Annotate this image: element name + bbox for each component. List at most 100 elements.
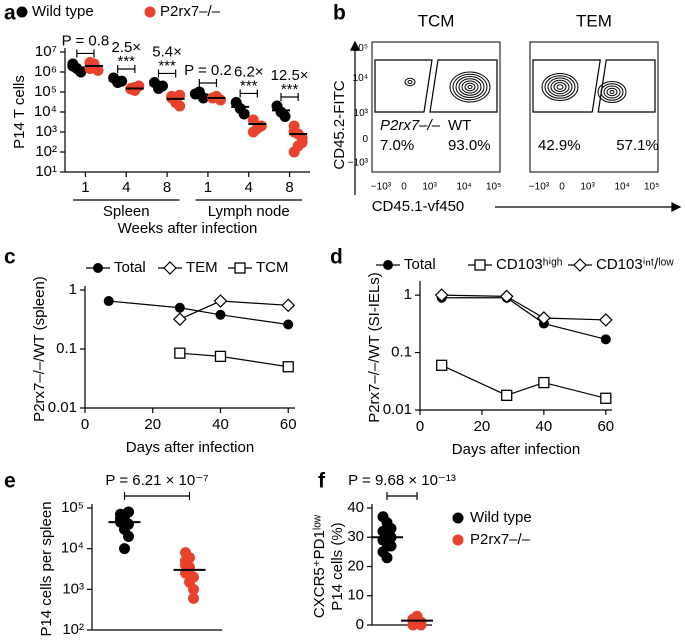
x-tick-label: −10³ (529, 182, 550, 193)
contour (449, 71, 491, 103)
legend-marker (474, 259, 486, 271)
gate-percent: 57.1% (616, 137, 659, 154)
significance: *** (240, 77, 258, 94)
point (281, 298, 296, 313)
flow-x-arrowhead (671, 202, 682, 212)
x-tick-label: 60 (597, 418, 614, 435)
contour (452, 73, 488, 101)
x-tick-label: 0 (81, 416, 89, 433)
comparison-bracket (117, 65, 136, 74)
y-tick-label: 30 (347, 528, 364, 545)
x-tick-label: 20 (144, 416, 161, 433)
point (537, 311, 551, 325)
x-tick-label: 10⁵ (644, 182, 659, 193)
comparison-bracket (123, 492, 191, 500)
legend-marker (93, 263, 103, 273)
contour (550, 79, 570, 95)
y-tick-label: 0 (362, 134, 368, 145)
x-tick-label: 40 (212, 416, 229, 433)
dot (67, 60, 79, 72)
significance: *** (158, 57, 176, 74)
contour (544, 75, 576, 99)
contour (609, 90, 615, 94)
contour (404, 77, 416, 87)
y-tick-label: 0 (356, 616, 364, 633)
significance: *** (117, 53, 135, 70)
dot (288, 126, 300, 138)
point (600, 334, 611, 345)
x-tick-label: 20 (474, 418, 491, 435)
series-line (108, 300, 289, 326)
legend-label: CD103ʰⁱᵍʰ (496, 256, 563, 273)
y-tick-label: 10³ (62, 580, 84, 597)
x-tick-label: 0 (416, 418, 424, 435)
point (598, 313, 613, 327)
comparison-bracket (239, 89, 258, 98)
contour (467, 85, 473, 89)
y-tick-label: 10⁵ (353, 43, 368, 54)
dot (247, 126, 259, 138)
dot (129, 81, 141, 93)
x-tick-label: 8 (285, 179, 293, 196)
dot (238, 108, 250, 120)
fold-change: 2.5× (111, 39, 141, 56)
flow-plot (529, 41, 659, 173)
x-tick-label: 40 (536, 418, 553, 435)
point (501, 389, 513, 401)
fold-change: 6.2× (234, 63, 264, 80)
dot (119, 543, 130, 555)
contour (603, 85, 621, 99)
x-tick-label: 0 (559, 182, 565, 193)
dot (180, 547, 191, 559)
point (174, 302, 185, 313)
legend-marker (452, 512, 464, 524)
dot (385, 540, 397, 552)
x-axis-label: Days after infection (126, 439, 254, 456)
x-tick-label: 10⁴ (614, 182, 629, 193)
y-tick-label: 0.1 (391, 344, 412, 361)
legend-label: Total (114, 259, 146, 276)
gate-percent: 7.0% (380, 137, 414, 154)
legend-marker (16, 6, 28, 18)
group-label: Lymph node (208, 203, 290, 220)
dot (214, 94, 226, 106)
legend-marker (234, 262, 246, 274)
p-value: P = 9.68 × 10⁻¹³ (348, 472, 456, 489)
legend-label: CD103ⁱⁿᵗ/ˡᵒʷ (596, 256, 674, 273)
p-value: P = 0.8 (62, 32, 110, 49)
panel-label: f (318, 470, 326, 493)
dot (88, 58, 100, 70)
point (215, 309, 226, 320)
y-axis-label: P2rx7–/–/WT (SI-IELs) (366, 272, 383, 423)
x-tick-label: 1 (204, 179, 212, 196)
comparison-bracket (76, 49, 95, 58)
point (283, 319, 294, 330)
gate (429, 59, 498, 113)
contour (600, 83, 624, 101)
x-axis-label: CD45.1-vf450 (372, 198, 465, 215)
contour (556, 84, 564, 90)
y-tick-label: 10² (35, 143, 57, 160)
gate (597, 59, 656, 113)
flow-y-arrowhead (350, 40, 360, 51)
y-tick-label: 40 (347, 499, 364, 516)
contour (597, 81, 627, 103)
fold-change: 12.5× (271, 67, 309, 84)
point (214, 350, 227, 363)
flow-plot (371, 41, 501, 173)
y-tick-label: 10⁵ (34, 83, 57, 100)
y-tick-label: 0.01 (383, 401, 412, 418)
legend-marker (573, 258, 587, 272)
x-tick-label: 1 (81, 179, 89, 196)
y-tick-label: 10⁶ (34, 63, 57, 80)
gate-percent: 93.0% (448, 137, 491, 154)
contour (464, 82, 476, 92)
dot (381, 552, 393, 564)
x-tick-label: 10³ (580, 182, 595, 193)
y-axis-label: CXCR5⁺PD1ˡᵒʷ (311, 514, 328, 618)
contour (553, 82, 567, 92)
point (174, 347, 186, 359)
x-tick-label: 60 (280, 416, 297, 433)
gate-percent: 42.9% (538, 137, 581, 154)
